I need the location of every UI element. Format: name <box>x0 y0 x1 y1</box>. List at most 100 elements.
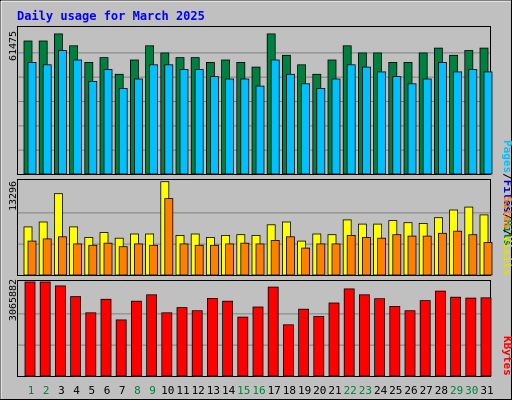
bar-files <box>453 71 463 175</box>
y-max-label-top: 61475 <box>8 31 19 61</box>
bar-kbytes <box>358 294 370 377</box>
x-tick-label: 7 <box>119 384 126 397</box>
x-tick-label: 22 <box>344 384 357 397</box>
bar-files <box>301 83 311 175</box>
bar-files <box>377 71 387 175</box>
bar-kbytes <box>161 312 173 377</box>
bar-files <box>42 64 52 175</box>
bar-files <box>240 78 250 175</box>
bar-sites <box>209 244 219 276</box>
legend-sep-1: / <box>501 173 512 180</box>
x-tick-label: 11 <box>176 384 189 397</box>
bar-kbytes <box>374 298 386 377</box>
bar-files <box>179 69 189 175</box>
bar-kbytes <box>480 297 492 377</box>
bar-sites <box>225 243 235 276</box>
bar-files <box>164 64 174 175</box>
x-tick-label: 1 <box>28 384 35 397</box>
bar-kbytes <box>237 316 249 377</box>
bar-kbytes <box>267 286 279 377</box>
bar-sites <box>437 232 447 276</box>
x-tick-label: 4 <box>73 384 80 397</box>
x-tick-label: 15 <box>237 384 250 397</box>
bar-kbytes <box>130 300 142 377</box>
x-tick-label: 12 <box>192 384 205 397</box>
bar-kbytes <box>55 285 66 377</box>
x-tick-label: 27 <box>420 384 433 397</box>
bar-kbytes <box>100 298 112 377</box>
bar-kbytes <box>85 312 97 377</box>
bar-files <box>361 66 371 175</box>
x-tick-label: 25 <box>389 384 402 397</box>
bar-files <box>422 78 432 175</box>
x-axis-labels: 1 2 3 4 5 6 7 8 9 10 11 12 13 14 15 16 17 18 19 20 21 22 23 24 2… <box>28 384 494 397</box>
bar-kbytes <box>252 306 264 377</box>
bar-files <box>27 62 37 175</box>
bar-files <box>483 71 493 175</box>
bar-files <box>103 69 113 175</box>
bar-kbytes <box>115 319 127 377</box>
legend-top: Pages/Files/Hits <box>501 140 512 246</box>
bar-sites <box>42 238 52 276</box>
bar-files <box>133 78 143 175</box>
legend-sep-2: / <box>501 213 512 220</box>
bar-kbytes <box>313 316 325 377</box>
x-tick-label: 29 <box>450 384 463 397</box>
bar-files <box>73 59 82 175</box>
bar-sites <box>88 244 98 276</box>
x-tick-label: 31 <box>480 384 493 397</box>
bar-sites <box>422 235 432 276</box>
y-max-label-middle: 13296 <box>8 181 19 211</box>
bar-kbytes <box>70 296 81 377</box>
bar-files <box>118 88 128 175</box>
bar-kbytes <box>343 288 355 377</box>
bar-sites <box>361 237 371 276</box>
bar-sites <box>149 244 159 276</box>
bar-sites <box>407 235 417 276</box>
x-tick-label: 18 <box>283 384 296 397</box>
bar-kbytes <box>176 307 188 377</box>
bar-sites <box>164 198 174 276</box>
x-tick-label: 3 <box>58 384 65 397</box>
bar-files <box>88 81 98 175</box>
x-tick-label: 24 <box>374 384 388 397</box>
bar-sites <box>453 230 463 276</box>
x-tick-label: 26 <box>404 384 417 397</box>
bar-sites <box>118 246 128 276</box>
bar-kbytes <box>191 310 203 377</box>
bar-sites <box>27 240 37 276</box>
x-tick-label: 23 <box>359 384 372 397</box>
bar-sites <box>240 242 250 276</box>
bar-kbytes <box>434 290 446 377</box>
bar-files <box>437 62 447 175</box>
x-tick-label: 16 <box>252 384 265 397</box>
bar-files <box>285 73 295 175</box>
bar-sites <box>285 236 295 276</box>
bar-files <box>270 59 280 175</box>
bar-files <box>331 78 341 175</box>
legend-sep-3: / <box>501 229 512 236</box>
x-tick-label: 20 <box>313 384 326 397</box>
x-tick-label: 9 <box>149 384 156 397</box>
bar-files <box>58 50 67 175</box>
bar-files <box>407 83 417 175</box>
bar-kbytes <box>328 302 340 377</box>
x-tick-label: 17 <box>268 384 281 397</box>
bar-sites <box>392 234 402 276</box>
x-tick-label: 19 <box>298 384 311 397</box>
legend-pages: Pages <box>501 140 512 173</box>
y-max-label-bottom: 3065882 <box>8 279 19 321</box>
x-tick-label: 8 <box>134 384 141 397</box>
bar-kbytes <box>389 305 401 377</box>
legend-visits: Visits <box>501 236 512 276</box>
chart-marks <box>18 33 493 377</box>
bar-sites <box>483 242 493 276</box>
bar-kbytes <box>146 294 158 377</box>
bar-sites <box>316 243 326 276</box>
legend-hits: Hits <box>501 220 512 247</box>
bar-kbytes <box>282 324 294 377</box>
x-tick-label: 10 <box>161 384 174 397</box>
bar-sites <box>133 243 143 276</box>
